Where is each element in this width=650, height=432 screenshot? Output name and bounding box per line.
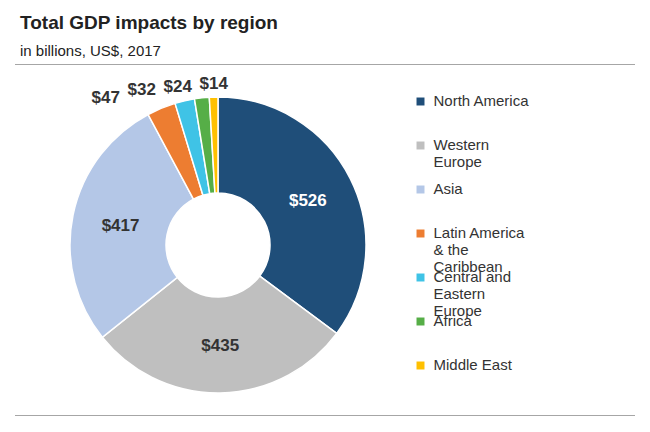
svg-text:$47: $47 bbox=[92, 88, 120, 107]
svg-text:Africa: Africa bbox=[434, 312, 473, 329]
svg-text:$14: $14 bbox=[200, 74, 229, 93]
svg-text:North America: North America bbox=[434, 92, 530, 109]
svg-text:$526: $526 bbox=[289, 191, 327, 210]
svg-text:Asia: Asia bbox=[434, 180, 464, 197]
svg-text:WesternEurope: WesternEurope bbox=[434, 136, 490, 170]
svg-text:$32: $32 bbox=[128, 80, 156, 99]
svg-text:$417: $417 bbox=[102, 216, 140, 235]
svg-text:Middle East: Middle East bbox=[434, 356, 513, 373]
svg-text:$24: $24 bbox=[164, 77, 193, 96]
svg-text:$435: $435 bbox=[201, 336, 239, 355]
